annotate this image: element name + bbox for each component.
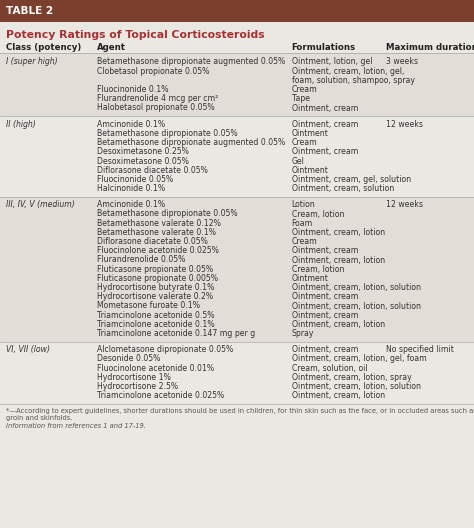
Bar [0,54,474,116]
Text: groin and skinfolds.: groin and skinfolds. [6,415,72,421]
Text: Diflorasone diacetate 0.05%: Diflorasone diacetate 0.05% [97,166,208,175]
Text: Triamcinolone acetonide 0.025%: Triamcinolone acetonide 0.025% [97,391,224,400]
Text: Ointment, cream, lotion: Ointment, cream, lotion [292,256,384,265]
Text: Tape: Tape [292,95,310,103]
Text: Alclometasone dipropionate 0.05%: Alclometasone dipropionate 0.05% [97,345,233,354]
Text: Betamethasone valerate 0.12%: Betamethasone valerate 0.12% [97,219,221,228]
Text: Ointment, cream: Ointment, cream [292,293,358,301]
Text: Agent: Agent [97,43,126,52]
Text: Ointment, cream, lotion, solution: Ointment, cream, lotion, solution [292,301,420,310]
Text: Halobetasol propionate 0.05%: Halobetasol propionate 0.05% [97,103,215,112]
Text: Lotion: Lotion [292,200,315,209]
Text: Triamcinolone acetonide 0.1%: Triamcinolone acetonide 0.1% [97,320,215,329]
Text: Ointment, cream: Ointment, cream [292,345,358,354]
Text: Ointment, cream, lotion, spray: Ointment, cream, lotion, spray [292,373,411,382]
Text: 12 weeks: 12 weeks [386,200,423,209]
Text: Cream, solution, oil: Cream, solution, oil [292,364,367,373]
Text: Betamethasone dipropionate 0.05%: Betamethasone dipropionate 0.05% [97,210,238,219]
Text: I (super high): I (super high) [6,58,57,67]
Text: Class (potency): Class (potency) [6,43,81,52]
Text: Cream: Cream [292,85,317,94]
Text: Fluocinonide 0.05%: Fluocinonide 0.05% [97,175,173,184]
Text: Fluticasone propionate 0.05%: Fluticasone propionate 0.05% [97,265,213,274]
Text: Amcinonide 0.1%: Amcinonide 0.1% [97,200,165,209]
Bar [0,342,474,404]
Text: Foam: Foam [292,219,313,228]
Text: Ointment, cream, lotion, solution: Ointment, cream, lotion, solution [292,283,420,292]
Text: Hydrocortisone butyrate 0.1%: Hydrocortisone butyrate 0.1% [97,283,215,292]
Text: *—According to expert guidelines, shorter durations should be used in children, : *—According to expert guidelines, shorte… [6,408,474,414]
Text: Desoximetasone 0.05%: Desoximetasone 0.05% [97,156,189,165]
Text: Potency Ratings of Topical Corticosteroids: Potency Ratings of Topical Corticosteroi… [6,30,264,40]
Text: Cream: Cream [292,237,317,246]
Text: Ointment, cream: Ointment, cream [292,120,358,129]
Text: Diflorasone diacetate 0.05%: Diflorasone diacetate 0.05% [97,237,208,246]
Text: Ointment, cream, lotion, gel, foam: Ointment, cream, lotion, gel, foam [292,354,426,363]
Text: Fluocinolone acetonide 0.025%: Fluocinolone acetonide 0.025% [97,246,219,256]
Text: Ointment, cream, gel, solution: Ointment, cream, gel, solution [292,175,410,184]
Text: Desonide 0.05%: Desonide 0.05% [97,354,161,363]
Text: Ointment, cream, solution: Ointment, cream, solution [292,184,394,193]
Text: Ointment: Ointment [292,166,328,175]
Text: Ointment, cream, lotion, gel,: Ointment, cream, lotion, gel, [292,67,404,76]
Text: Ointment, cream: Ointment, cream [292,103,358,112]
Text: Fluocinolone acetonide 0.01%: Fluocinolone acetonide 0.01% [97,364,214,373]
Text: Betamethasone dipropionate augmented 0.05%: Betamethasone dipropionate augmented 0.0… [97,58,285,67]
Text: Cream, lotion: Cream, lotion [292,265,344,274]
Text: III, IV, V (medium): III, IV, V (medium) [6,200,74,209]
Text: Mometasone furoate 0.1%: Mometasone furoate 0.1% [97,301,200,310]
Bar [0,197,474,342]
Text: Fluticasone propionate 0.005%: Fluticasone propionate 0.005% [97,274,218,283]
Text: II (high): II (high) [6,120,36,129]
Text: Triamcinolone acetonide 0.147 mg per g: Triamcinolone acetonide 0.147 mg per g [97,329,255,338]
Text: Ointment, lotion, gel: Ointment, lotion, gel [292,58,372,67]
Text: Clobetasol propionate 0.05%: Clobetasol propionate 0.05% [97,67,210,76]
Text: TABLE 2: TABLE 2 [6,6,53,16]
Text: foam, solution, shampoo, spray: foam, solution, shampoo, spray [292,76,414,85]
Text: Cream: Cream [292,138,317,147]
Bar [0,116,474,197]
Text: 12 weeks: 12 weeks [386,120,423,129]
Text: Hydrocortisone 1%: Hydrocortisone 1% [97,373,171,382]
Text: Ointment: Ointment [292,274,328,283]
Text: No specified limit: No specified limit [386,345,454,354]
Text: Halcinonide 0.1%: Halcinonide 0.1% [97,184,165,193]
Text: Desoximetasone 0.25%: Desoximetasone 0.25% [97,147,189,156]
Text: Information from references 1 and 17-19.: Information from references 1 and 17-19. [6,423,146,429]
Text: Maximum duration*: Maximum duration* [386,43,474,52]
Text: Ointment, cream, lotion: Ointment, cream, lotion [292,228,384,237]
Text: Ointment, cream: Ointment, cream [292,246,358,256]
Text: Ointment: Ointment [292,129,328,138]
Text: Betamethasone dipropionate augmented 0.05%: Betamethasone dipropionate augmented 0.0… [97,138,285,147]
Text: Hydrocortisone 2.5%: Hydrocortisone 2.5% [97,382,178,391]
Text: Amcinonide 0.1%: Amcinonide 0.1% [97,120,165,129]
Text: Flurandrenolide 4 mcg per cm²: Flurandrenolide 4 mcg per cm² [97,95,219,103]
Text: VI, VII (low): VI, VII (low) [6,345,50,354]
Text: Cream, lotion: Cream, lotion [292,210,344,219]
Text: Flurandrenolide 0.05%: Flurandrenolide 0.05% [97,256,185,265]
Text: Gel: Gel [292,156,304,165]
Text: Betamethasone dipropionate 0.05%: Betamethasone dipropionate 0.05% [97,129,238,138]
Text: Triamcinolone acetonide 0.5%: Triamcinolone acetonide 0.5% [97,310,215,319]
Text: Ointment, cream, lotion: Ointment, cream, lotion [292,320,384,329]
Text: Formulations: Formulations [292,43,356,52]
Text: Ointment, cream, lotion, solution: Ointment, cream, lotion, solution [292,382,420,391]
Text: 3 weeks: 3 weeks [386,58,419,67]
Bar [0,0,474,22]
Text: Betamethasone valerate 0.1%: Betamethasone valerate 0.1% [97,228,216,237]
Text: Ointment, cream, lotion: Ointment, cream, lotion [292,391,384,400]
Text: Spray: Spray [292,329,314,338]
Text: Ointment, cream: Ointment, cream [292,310,358,319]
Text: Ointment, cream: Ointment, cream [292,147,358,156]
Text: Fluocinonide 0.1%: Fluocinonide 0.1% [97,85,169,94]
Text: Hydrocortisone valerate 0.2%: Hydrocortisone valerate 0.2% [97,293,213,301]
